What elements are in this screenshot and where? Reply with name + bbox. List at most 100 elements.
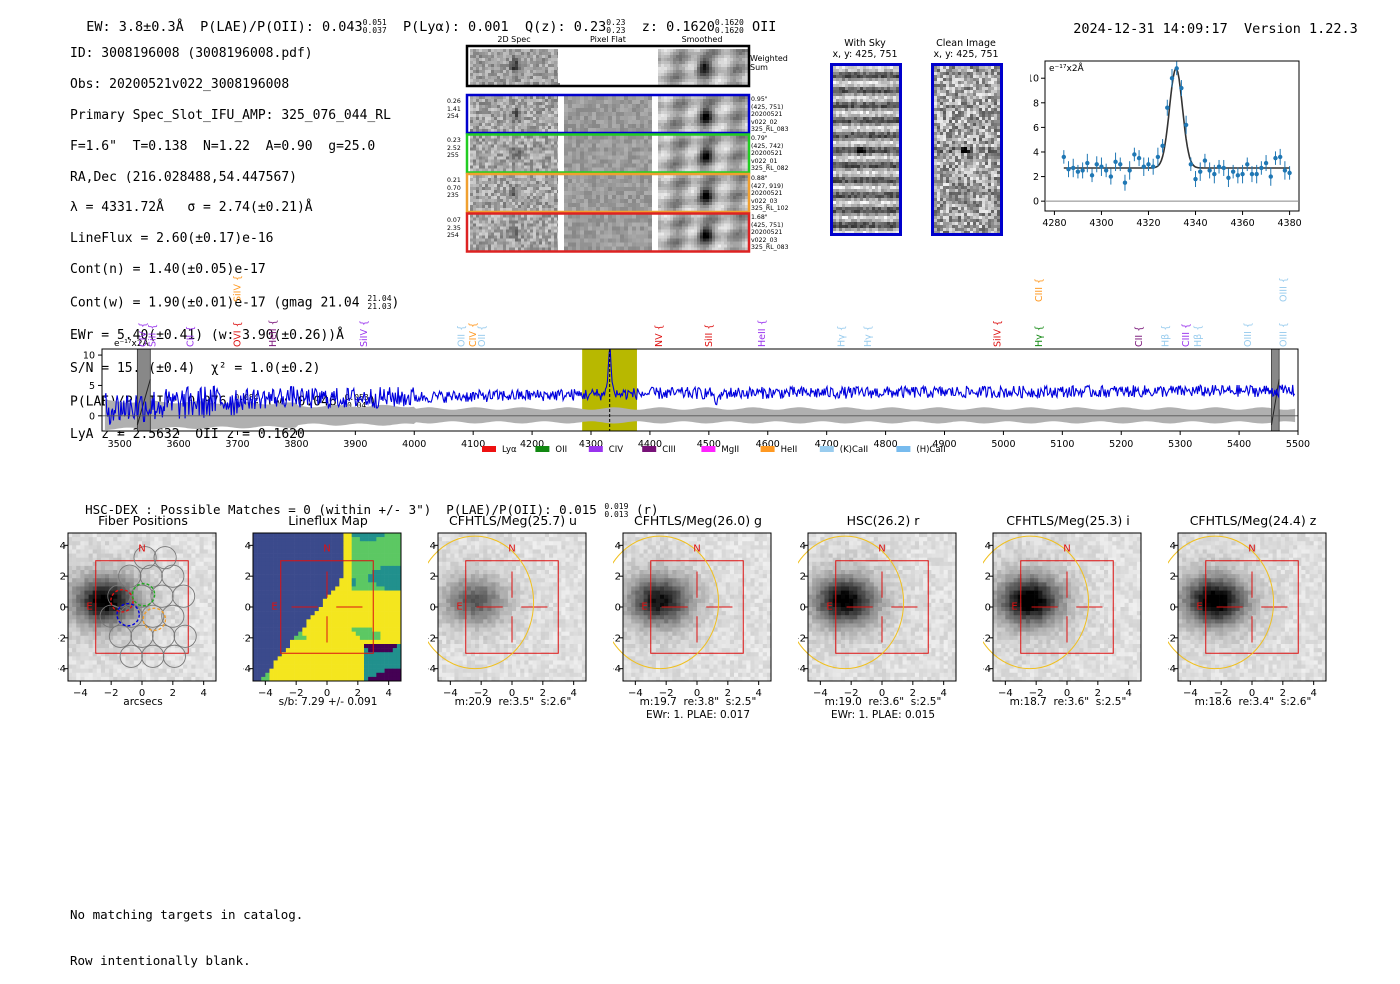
panel-pixel	[631, 562, 635, 566]
panel-pixel	[570, 607, 574, 611]
panel-pixel	[500, 574, 504, 578]
panel-pixel	[72, 636, 76, 640]
panel-pixel	[676, 599, 680, 603]
panel-pixel	[80, 615, 84, 619]
panel-pixel	[713, 558, 717, 562]
panel-pixel	[459, 669, 463, 673]
panel-pixel	[315, 566, 319, 570]
zoom-data-point	[1193, 177, 1197, 181]
panel-pixel	[471, 656, 475, 660]
panel-pixel	[146, 549, 150, 553]
panel-pixel	[467, 607, 471, 611]
panel-pixel	[339, 533, 343, 537]
panel-pixel	[537, 558, 541, 562]
panel-pixel	[454, 545, 458, 549]
panel-pixel	[541, 545, 545, 549]
panel-pixel	[352, 586, 356, 590]
panel-pixel	[286, 628, 290, 632]
panel-pixel	[672, 549, 676, 553]
panel-pixel	[475, 554, 479, 558]
panel-pixel	[738, 574, 742, 578]
panel-pixel	[726, 541, 730, 545]
panel-pixel	[574, 673, 578, 677]
panel-pixel	[479, 574, 483, 578]
panel-pixel	[175, 570, 179, 574]
panel-pixel	[668, 549, 672, 553]
panel-pixel	[475, 669, 479, 673]
panel-pixel	[134, 595, 138, 599]
panel-pixel	[109, 549, 113, 553]
panel-pixel	[171, 554, 175, 558]
panel-pixel	[348, 570, 352, 574]
panel-pixel	[574, 669, 578, 673]
panel-pixel	[500, 615, 504, 619]
panel-pixel	[520, 545, 524, 549]
panel-pixel	[635, 566, 639, 570]
panel-pixel	[528, 554, 532, 558]
panel-pixel	[496, 533, 500, 537]
panel-pixel	[627, 558, 631, 562]
panel-pixel	[393, 586, 397, 590]
panel-pixel	[676, 558, 680, 562]
panel-pixel	[84, 582, 88, 586]
panel-pixel	[631, 607, 635, 611]
panel-pixel	[528, 656, 532, 660]
panel-pixel	[545, 582, 549, 586]
panel-pixel	[319, 566, 323, 570]
panel-pixel	[561, 656, 565, 660]
panel-pixel	[385, 554, 389, 558]
panel-pixel	[467, 669, 471, 673]
panel-pixel	[204, 582, 208, 586]
panel-pixel	[339, 570, 343, 574]
panel-pixel	[130, 570, 134, 574]
panel-pixel	[565, 549, 569, 553]
panel-pixel	[335, 648, 339, 652]
panel-pixel	[578, 665, 582, 669]
panel-pixel	[627, 533, 631, 537]
panel-pixel	[718, 554, 722, 558]
panel-pixel	[512, 595, 516, 599]
panel-pixel	[150, 673, 154, 677]
panel-pixel	[763, 541, 767, 545]
panel-pixel	[459, 615, 463, 619]
panel-pixel	[360, 665, 364, 669]
panel-pixel	[635, 570, 639, 574]
panel-pixel	[393, 574, 397, 578]
panel-pixel	[68, 562, 72, 566]
panel-pixel	[689, 558, 693, 562]
panel-pixel	[570, 669, 574, 673]
panel-pixel	[483, 574, 487, 578]
panel-pixel	[635, 603, 639, 607]
panel-pixel	[553, 623, 557, 627]
panel-pixel	[265, 570, 269, 574]
panel-pixel	[269, 640, 273, 644]
panel-pixel	[660, 599, 664, 603]
panel-pixel	[750, 574, 754, 578]
panel-pixel	[286, 537, 290, 541]
panel-pixel	[660, 566, 664, 570]
panel-pixel	[274, 574, 278, 578]
panel-pixel	[755, 582, 759, 586]
panel-pixel	[253, 660, 257, 664]
panel-pixel	[697, 599, 701, 603]
panel-pixel	[755, 545, 759, 549]
panel-pixel	[282, 628, 286, 632]
panel-pixel	[496, 591, 500, 595]
panel-pixel	[450, 586, 454, 590]
panel-pixel	[257, 628, 261, 632]
panel-pixel	[364, 619, 368, 623]
panel-pixel	[208, 554, 212, 558]
panel-pixel	[561, 591, 565, 595]
panel-pixel	[348, 628, 352, 632]
panel-pixel	[286, 632, 290, 636]
panel-pixel	[483, 607, 487, 611]
panel-pixel	[204, 578, 208, 582]
panel-pixel	[187, 545, 191, 549]
panel-pixel	[376, 640, 380, 644]
panel-pixel	[459, 574, 463, 578]
panel-pixel	[179, 566, 183, 570]
panel-pixel	[105, 656, 109, 660]
panel-ytick-label: 4	[60, 541, 66, 552]
panel-pixel	[117, 549, 121, 553]
panel-pixel	[537, 578, 541, 582]
